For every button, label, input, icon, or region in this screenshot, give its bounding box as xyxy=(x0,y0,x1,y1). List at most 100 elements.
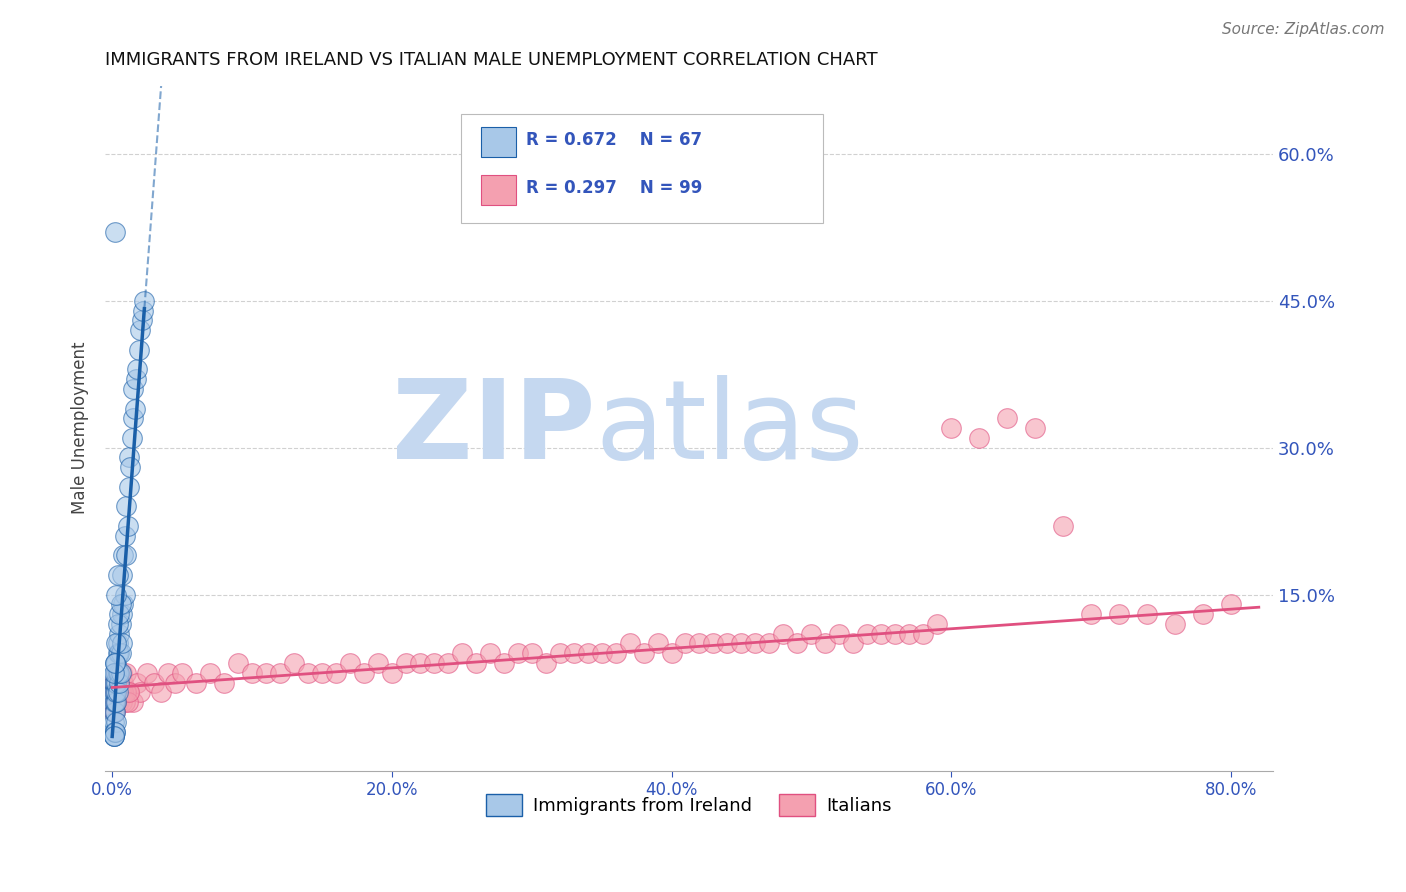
Point xyxy=(995,411,1018,425)
Point xyxy=(132,303,155,318)
Point xyxy=(104,695,127,709)
Point xyxy=(114,529,136,543)
Point xyxy=(254,665,277,680)
Point xyxy=(108,695,131,709)
Point xyxy=(1192,607,1215,621)
Text: atlas: atlas xyxy=(596,375,865,482)
Point xyxy=(118,480,141,494)
Point xyxy=(104,695,127,709)
Point xyxy=(110,685,132,699)
Point xyxy=(576,646,599,660)
Point xyxy=(107,685,129,699)
Y-axis label: Male Unemployment: Male Unemployment xyxy=(72,342,89,515)
Point xyxy=(786,636,808,650)
Text: R = 0.672    N = 67: R = 0.672 N = 67 xyxy=(526,131,702,149)
Point xyxy=(165,675,187,690)
Point xyxy=(121,431,143,445)
Point xyxy=(111,665,134,680)
Point xyxy=(105,714,128,729)
Point xyxy=(111,636,134,650)
Point xyxy=(828,626,851,640)
Text: ZIP: ZIP xyxy=(392,375,596,482)
Point xyxy=(534,656,557,670)
Point xyxy=(226,656,249,670)
Point xyxy=(297,665,319,680)
Point xyxy=(104,724,127,739)
FancyBboxPatch shape xyxy=(481,175,516,205)
Point xyxy=(967,431,990,445)
Point xyxy=(157,665,180,680)
Point xyxy=(619,636,641,650)
Point xyxy=(184,675,207,690)
Point xyxy=(105,636,128,650)
Point xyxy=(110,685,132,699)
FancyBboxPatch shape xyxy=(481,127,516,158)
Point xyxy=(591,646,613,660)
Point xyxy=(104,665,127,680)
Point xyxy=(105,656,128,670)
Point xyxy=(212,675,235,690)
Point xyxy=(758,636,780,650)
Point xyxy=(325,665,347,680)
Point xyxy=(1219,597,1241,611)
Point xyxy=(108,665,131,680)
Point xyxy=(898,626,921,640)
Point xyxy=(108,607,131,621)
Point xyxy=(107,568,129,582)
Point xyxy=(112,597,135,611)
Point xyxy=(269,665,291,680)
Point xyxy=(311,665,333,680)
Point xyxy=(115,665,138,680)
Point xyxy=(104,656,127,670)
Point xyxy=(127,675,149,690)
Legend: Immigrants from Ireland, Italians: Immigrants from Ireland, Italians xyxy=(479,787,898,823)
Point xyxy=(395,656,418,670)
Point xyxy=(1080,607,1102,621)
Point xyxy=(1164,616,1187,631)
Point xyxy=(772,626,794,640)
Point xyxy=(114,685,136,699)
Point xyxy=(120,460,142,475)
Point xyxy=(105,695,128,709)
Point xyxy=(104,705,127,719)
Point xyxy=(124,401,146,416)
Point xyxy=(125,372,148,386)
Point xyxy=(702,636,724,650)
Point xyxy=(103,675,125,690)
Point xyxy=(110,616,132,631)
Point xyxy=(633,646,655,660)
Point xyxy=(115,500,138,514)
Point xyxy=(353,665,375,680)
Point xyxy=(107,636,129,650)
Point xyxy=(103,695,125,709)
Point xyxy=(108,646,131,660)
Point xyxy=(103,730,125,744)
Point xyxy=(110,646,132,660)
Point xyxy=(478,646,501,660)
Point xyxy=(134,293,156,308)
Point xyxy=(103,705,125,719)
Point xyxy=(112,675,135,690)
Point xyxy=(118,450,141,465)
Point xyxy=(111,568,134,582)
Point xyxy=(105,685,128,699)
Point xyxy=(283,656,305,670)
Point xyxy=(814,636,837,650)
Point xyxy=(110,665,132,680)
Point xyxy=(131,313,153,327)
Point xyxy=(104,656,127,670)
Point xyxy=(339,656,361,670)
Point xyxy=(103,714,125,729)
Point xyxy=(117,519,139,533)
Point xyxy=(129,685,152,699)
Point xyxy=(103,705,125,719)
Point xyxy=(129,323,152,337)
Point xyxy=(240,665,263,680)
Point xyxy=(105,695,128,709)
Point xyxy=(198,665,221,680)
Point xyxy=(1052,519,1074,533)
Point xyxy=(172,665,194,680)
Point xyxy=(450,646,472,660)
Point xyxy=(870,626,893,640)
Point xyxy=(941,421,963,435)
